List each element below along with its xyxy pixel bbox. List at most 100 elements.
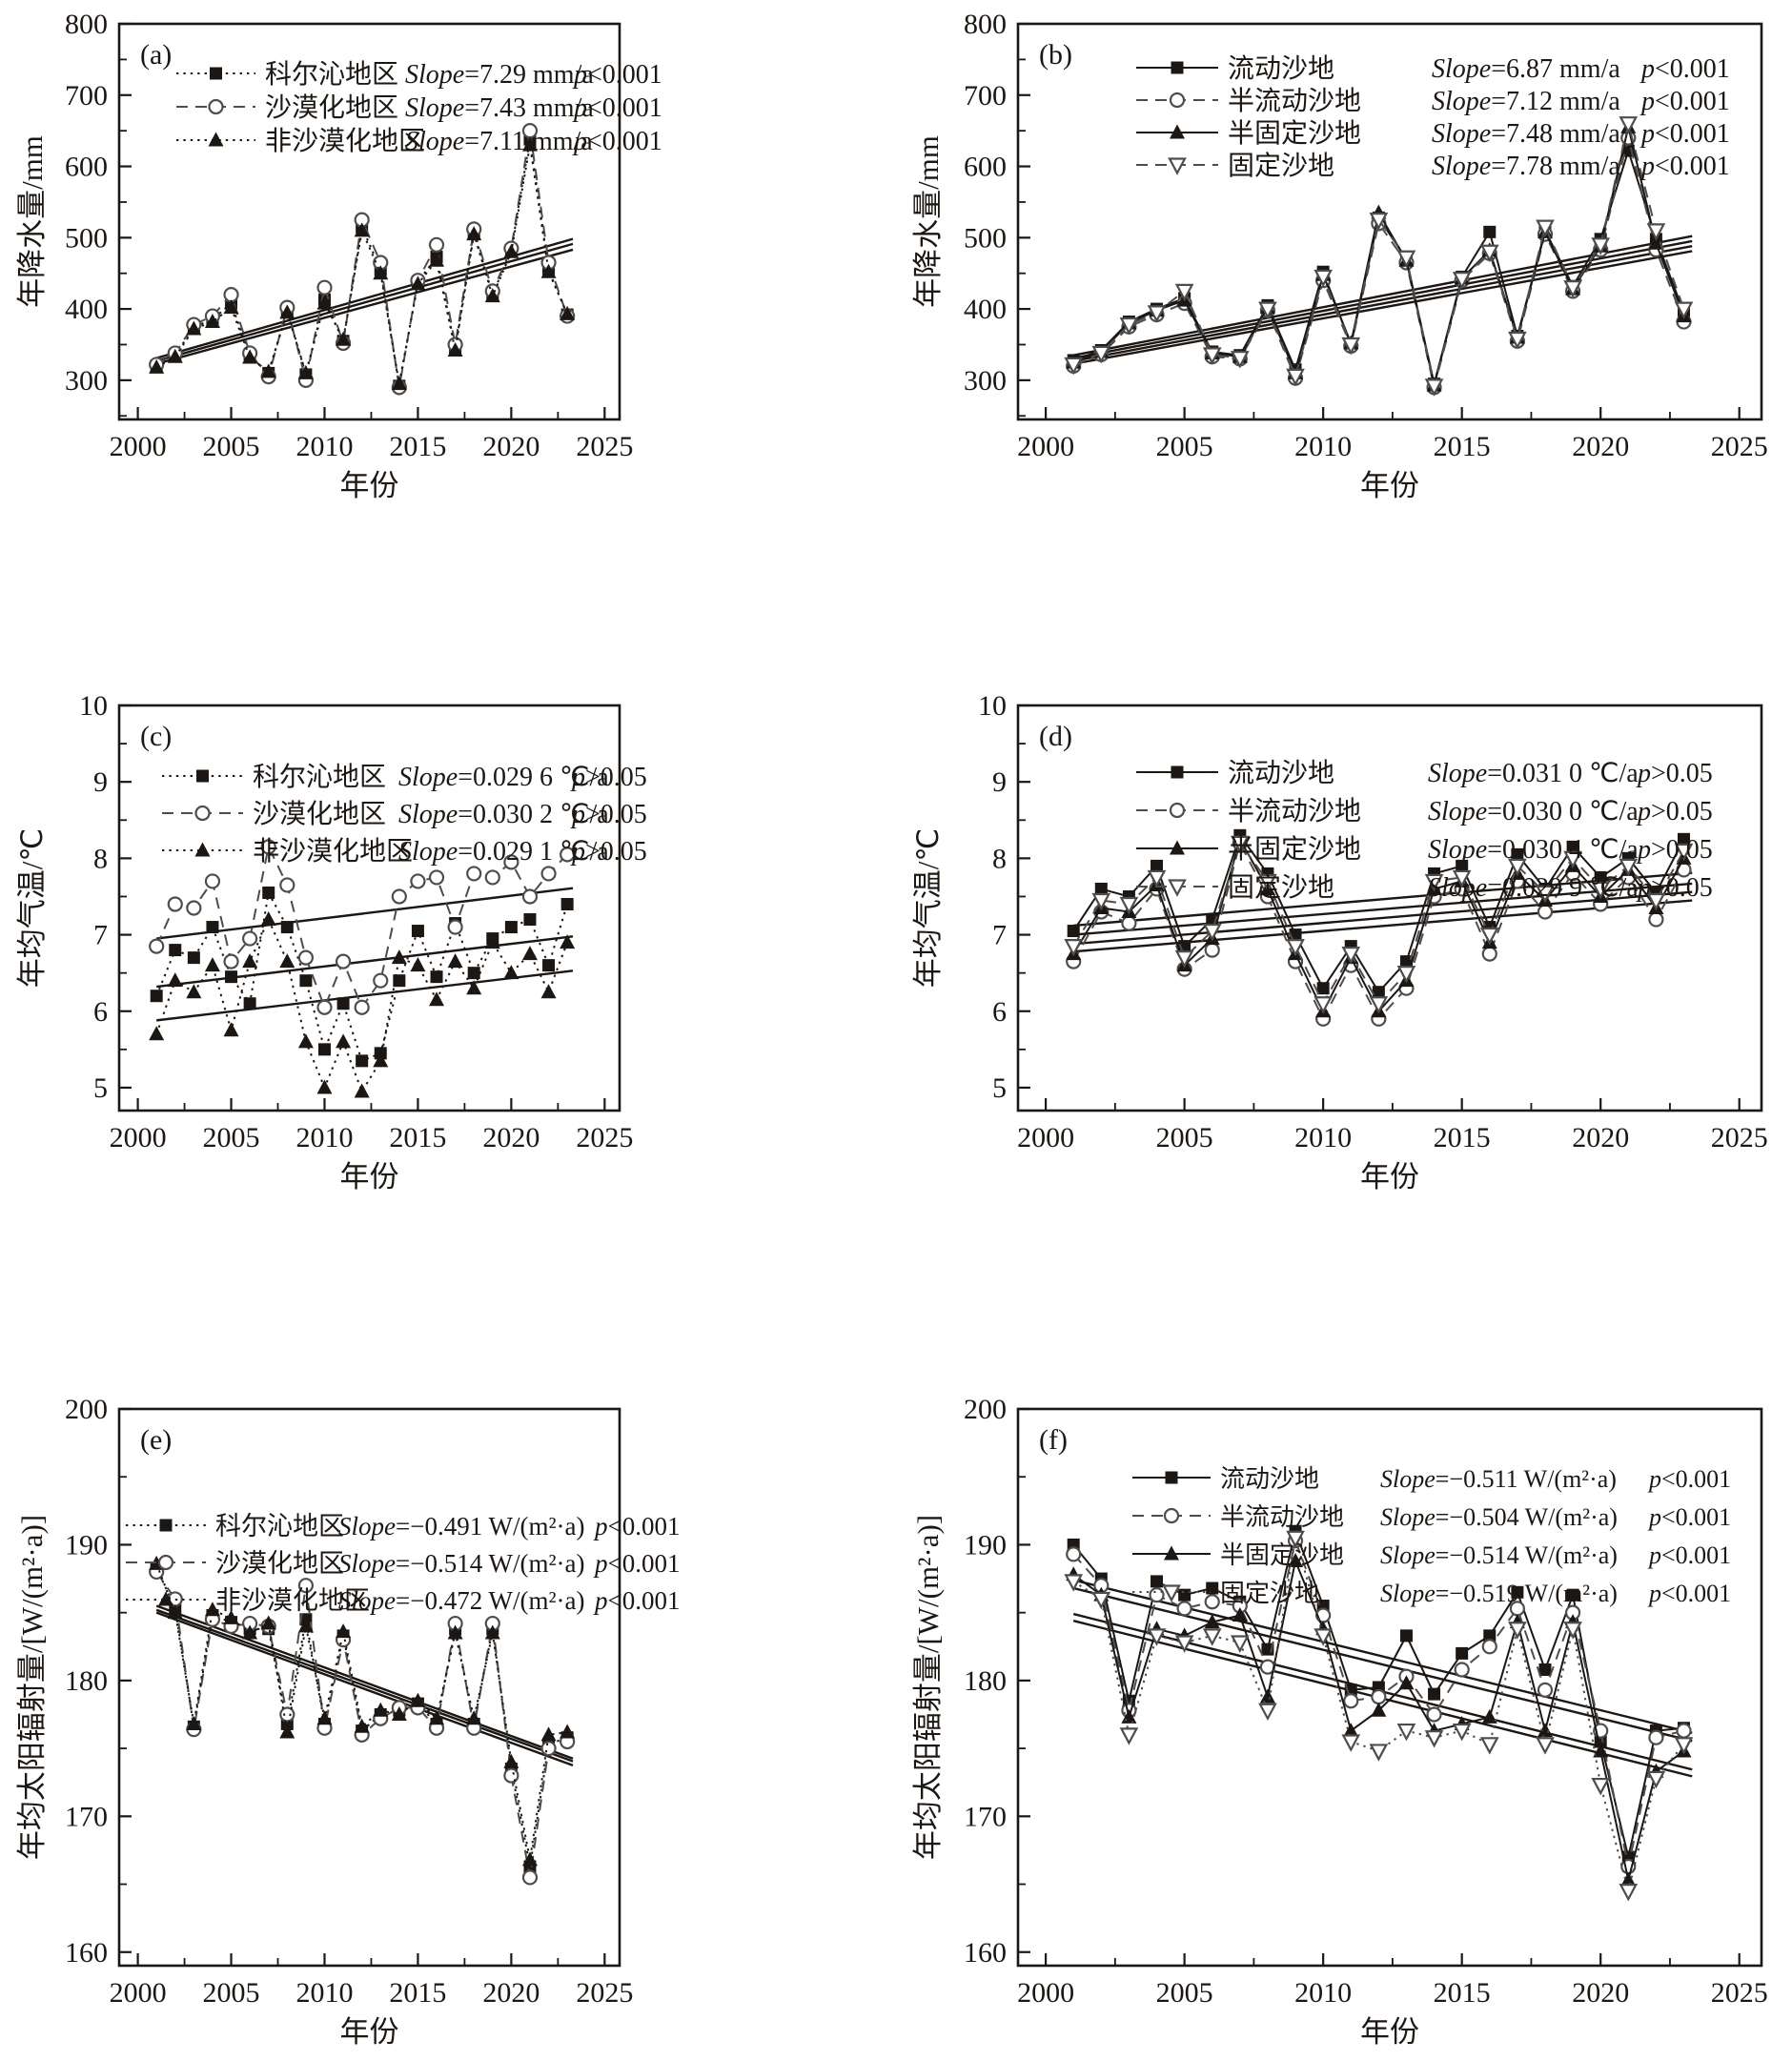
y-axis-title: 年降水量/mm	[15, 135, 49, 308]
marker-square	[1151, 859, 1164, 872]
legend-series-name: 流动沙地	[1228, 53, 1334, 84]
marker-triangle	[260, 911, 276, 927]
marker-triangle	[1288, 1553, 1304, 1568]
marker-square	[523, 913, 537, 927]
x-tick-label: 2010	[295, 431, 353, 462]
legend-slope-text: Slope=6.87 mm/a	[1432, 54, 1620, 84]
legend-series-name: 科尔沁地区	[253, 762, 386, 792]
legend-slope-text: Slope=−0.514 W/(m²·a)	[338, 1549, 585, 1578]
marker-square	[356, 1054, 369, 1068]
panel-letter: (e)	[140, 1424, 172, 1456]
marker-down-triangle	[1147, 869, 1167, 888]
marker-square	[1399, 1629, 1413, 1643]
marker-square	[317, 1043, 331, 1056]
y-tick-label: 400	[964, 294, 1007, 325]
marker-circle	[1454, 1662, 1470, 1678]
marker-circle	[1648, 911, 1664, 928]
x-tick-label: 2005	[1156, 1977, 1213, 2009]
marker-square	[159, 1519, 173, 1532]
marker-circle	[1481, 946, 1497, 962]
panel-d: 5 6 7 8 9 10 2000 2005 2010 2015 2020 2025 (d) 流动沙地 Sl…	[896, 687, 1792, 1375]
legend-slope-text: Slope=7.29 mm/a	[405, 60, 594, 90]
marker-triangle	[336, 1623, 352, 1639]
marker-square	[225, 970, 238, 984]
legend-slope-text: Slope=0.029 6 ℃/a	[398, 763, 609, 792]
trend-line	[1072, 239, 1693, 359]
panel-f-canvas: 160 170 180 190 200 2000 2005 2010 2015 2020 2025 (…	[911, 1394, 1768, 2049]
marker-circle	[316, 999, 333, 1015]
panel-a-canvas: 300 400 500 600 700 800 2000 2005 2010 2015 2020 20…	[15, 9, 662, 502]
y-tick-label: 700	[964, 80, 1007, 112]
marker-triangle	[391, 949, 407, 965]
legend-series-name: 半流动沙地	[1220, 1503, 1344, 1531]
y-tick-label: 6	[93, 996, 108, 1028]
series-line	[1072, 147, 1685, 384]
marker-down-triangle	[1396, 1723, 1416, 1742]
marker-down-triangle	[1258, 301, 1277, 319]
legend-p-text: p>0.05	[570, 800, 647, 829]
y-tick-label: 300	[65, 365, 108, 397]
marker-square	[1151, 1575, 1164, 1588]
marker-triangle	[484, 288, 500, 303]
marker-down-triangle	[1536, 219, 1555, 237]
legend-p-text: p<0.001	[1639, 152, 1730, 181]
marker-circle	[1169, 802, 1186, 819]
marker-circle	[242, 930, 258, 947]
marker-square	[542, 959, 556, 972]
x-axis-title: 年份	[1360, 1160, 1419, 1194]
plot-box	[117, 22, 621, 421]
marker-down-triangle	[1174, 283, 1194, 302]
marker-square	[206, 921, 219, 934]
marker-triangle	[447, 1624, 463, 1640]
marker-triangle	[1620, 1871, 1637, 1887]
marker-triangle	[297, 1618, 314, 1633]
y-tick-label: 8	[93, 843, 108, 874]
x-axis-title: 年份	[340, 1160, 399, 1194]
marker-circle	[1537, 904, 1554, 920]
marker-circle	[1204, 942, 1220, 958]
legend-p-text: p<0.001	[593, 1512, 680, 1541]
marker-down-triangle	[1147, 305, 1167, 323]
legend-p-text: p<0.001	[572, 60, 662, 90]
x-tick-label: 2020	[1572, 1977, 1629, 2009]
marker-circle	[223, 953, 239, 969]
legend-series-name: 沙漠化地区	[265, 92, 398, 123]
marker-circle	[204, 873, 221, 889]
marker-circle	[279, 877, 295, 893]
marker-triangle	[447, 953, 463, 969]
x-tick-label: 2000	[1017, 1122, 1074, 1153]
panel-c: 5 6 7 8 9 10 2000 2005 2010 2015 2020 2025 (c) 科尔沁地区 S…	[0, 687, 896, 1375]
legend-slope-text: Slope=−0.504 W/(m²·a)	[1380, 1503, 1618, 1531]
y-tick-label: 190	[964, 1529, 1007, 1561]
marker-down-triangle	[1168, 157, 1187, 175]
panel-letter: (b)	[1039, 39, 1072, 71]
panel-d-canvas: 5 6 7 8 9 10 2000 2005 2010 2015 2020 2025 (d) 流动沙地 Sl…	[911, 690, 1768, 1194]
x-tick-label: 2010	[1294, 1977, 1352, 2009]
marker-circle	[335, 953, 352, 969]
marker-circle	[373, 972, 389, 989]
marker-circle	[410, 873, 426, 889]
y-tick-label: 5	[992, 1072, 1007, 1104]
y-tick-label: 200	[964, 1394, 1007, 1425]
panel-b: 300 400 500 600 700 800 2000 2005 2010 2015 2020 20…	[896, 0, 1792, 687]
marker-down-triangle	[1091, 345, 1111, 364]
marker-triangle	[373, 265, 389, 280]
marker-triangle	[297, 364, 314, 379]
marker-triangle	[466, 980, 482, 995]
marker-triangle	[336, 1033, 352, 1049]
legend-slope-text: Slope=0.030 2 ℃/a	[398, 800, 609, 829]
marker-circle	[1121, 915, 1137, 931]
panel-letter: (d)	[1039, 721, 1072, 752]
marker-circle	[186, 900, 202, 916]
marker-down-triangle	[1091, 1591, 1111, 1610]
marker-down-triangle	[1174, 1635, 1194, 1653]
marker-triangle	[503, 965, 519, 980]
marker-down-triangle	[1341, 1734, 1361, 1752]
y-tick-label: 200	[65, 1394, 108, 1425]
legend-series-name: 半固定沙地	[1220, 1541, 1344, 1569]
marker-down-triangle	[1313, 996, 1333, 1014]
marker-square	[1171, 61, 1184, 74]
marker-triangle	[521, 946, 538, 961]
marker-triangle	[484, 1624, 500, 1640]
marker-triangle	[223, 1609, 239, 1624]
